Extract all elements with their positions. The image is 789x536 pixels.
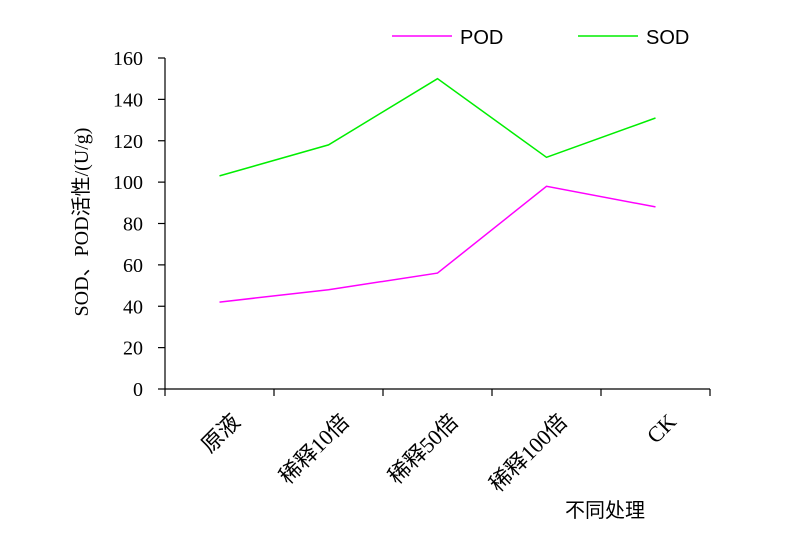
- y-tick-label: 40: [123, 296, 143, 318]
- y-tick-label: 20: [123, 338, 143, 360]
- y-tick-label: 160: [113, 48, 143, 70]
- y-tick-label: 0: [133, 379, 143, 401]
- x-category-label: 原液: [196, 409, 245, 458]
- series-lines: [219, 77, 656, 303]
- y-tick-label: 100: [113, 172, 143, 194]
- x-category-label: CK: [642, 409, 681, 448]
- y-tick-label: 80: [123, 214, 143, 236]
- y-tick-label: 140: [113, 89, 143, 111]
- y-tick-label: 120: [113, 131, 143, 153]
- y-tick-label: 60: [123, 255, 143, 277]
- x-ticks: 原液 稀释10倍 稀释50倍 稀释100倍 CK: [164, 389, 711, 497]
- legend-label-pod: POD: [460, 27, 503, 49]
- y-ticks: 0 20 40 60 80 100 120 140 160: [113, 48, 165, 401]
- y-axis-title: SOD、POD活性/(U/g): [70, 128, 93, 317]
- x-category-label: 稀释10倍: [274, 409, 354, 489]
- legend-label-sod: SOD: [646, 27, 689, 49]
- x-category-label: 稀释50倍: [383, 409, 463, 489]
- axes: [164, 58, 710, 390]
- x-category-label: 稀释100倍: [484, 409, 572, 497]
- legend: POD SOD: [392, 27, 689, 49]
- x-axis-title: 不同处理: [565, 499, 645, 522]
- series-line-pod: [219, 185, 656, 303]
- series-line-sod: [219, 77, 656, 177]
